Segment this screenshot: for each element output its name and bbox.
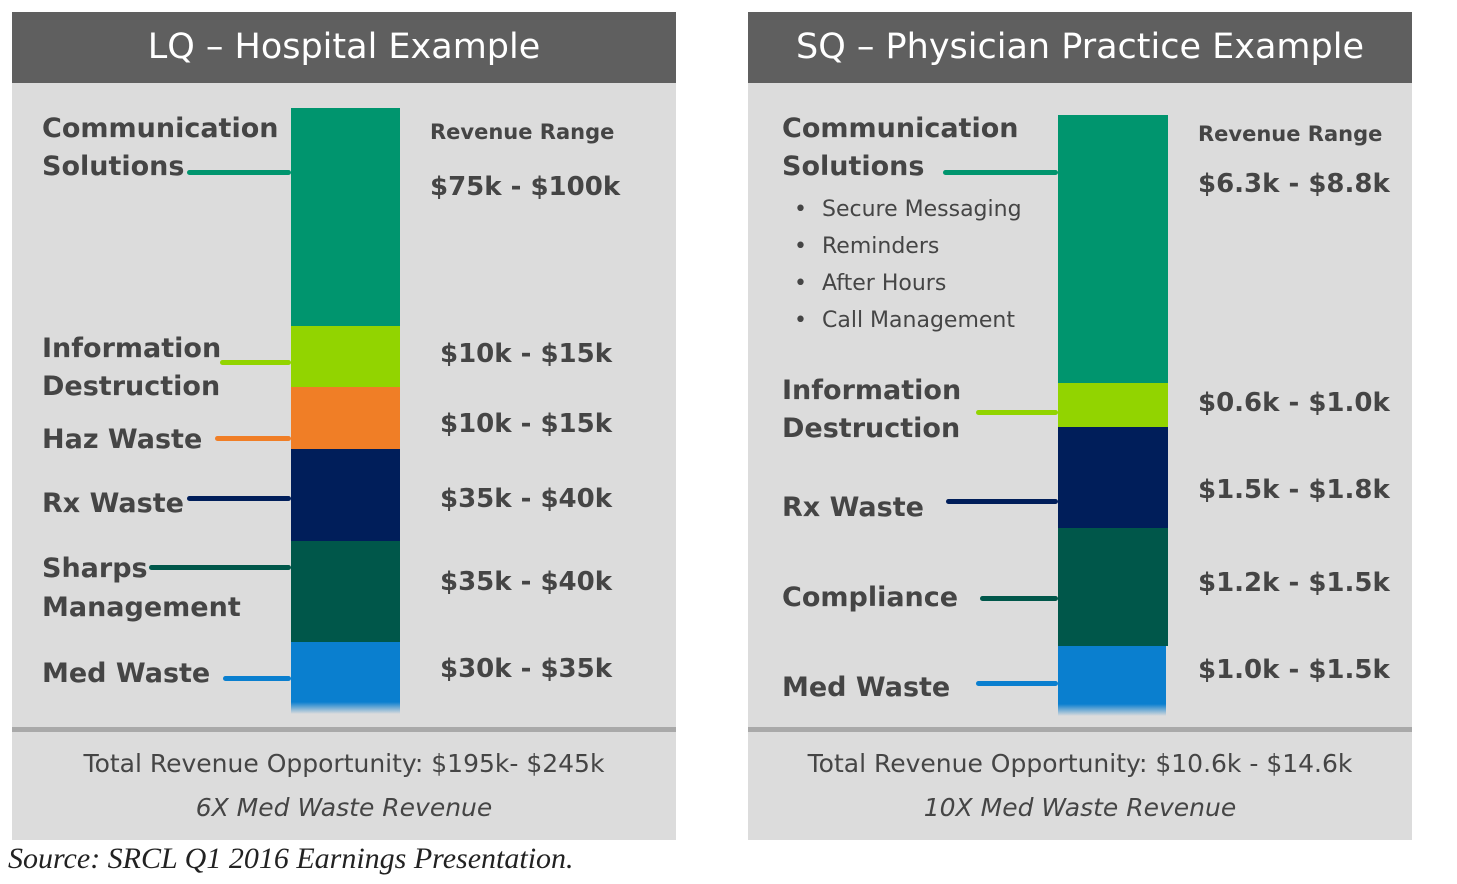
lq-label-communication-line1: Communication: [42, 113, 279, 144]
sq-label-info-line1: Information: [782, 375, 962, 406]
lq-connector-haz: [215, 436, 291, 441]
sq-connector-communication: [943, 170, 1058, 175]
sq-title: SQ – Physician Practice Example: [748, 12, 1412, 83]
sq-segment-info-destruction: [1058, 383, 1168, 427]
sq-connector-rx: [946, 499, 1058, 504]
lq-label-sharps-line1: Sharps: [42, 553, 148, 584]
sq-revenue-compliance: $1.2k - $1.5k: [1198, 568, 1390, 598]
lq-segment-rx-waste: [291, 449, 400, 541]
sq-bullet-item: • Secure Messaging: [794, 197, 1022, 222]
sq-revenue-communication: $6.3k - $8.8k: [1198, 169, 1390, 199]
sq-bullet-item: • After Hours: [794, 271, 947, 296]
sq-bullet-item: • Call Management: [794, 308, 1015, 333]
sq-connector-info: [976, 410, 1058, 415]
sq-segment-compliance: [1058, 528, 1168, 646]
lq-segment-info-destruction: [291, 326, 400, 387]
lq-connector-rx: [187, 496, 291, 501]
lq-total-revenue: Total Revenue Opportunity: $195k- $245k: [83, 749, 605, 778]
lq-label-haz-waste: Haz Waste: [42, 424, 203, 455]
sq-revenue-med: $1.0k - $1.5k: [1198, 655, 1390, 685]
sq-multiple: 10X Med Waste Revenue: [923, 793, 1237, 822]
sq-label-compliance: Compliance: [782, 582, 959, 613]
sq-total-revenue: Total Revenue Opportunity: $10.6k - $14.…: [807, 749, 1353, 778]
lq-revenue-haz: $10k - $15k: [440, 409, 613, 439]
sq-label-communication-line2: Solutions: [782, 151, 925, 182]
sq-connector-med: [976, 681, 1058, 686]
lq-label-communication-line2: Solutions: [42, 151, 185, 182]
sq-bullet-item: • Reminders: [794, 234, 940, 259]
sq-segment-communication: [1058, 115, 1168, 383]
lq-label-med-waste: Med Waste: [42, 658, 211, 689]
lq-connector-info: [220, 360, 291, 365]
lq-label-info-line1: Information: [42, 333, 222, 364]
lq-divider: [12, 727, 676, 732]
sq-segment-med-waste: [1058, 646, 1166, 704]
sq-panel: SQ – Physician Practice Example Communic…: [748, 12, 1412, 840]
lq-panel: LQ – Hospital Example Communication Solu…: [12, 12, 676, 840]
lq-bar-shadow: [291, 702, 400, 714]
lq-label-info-line2: Destruction: [42, 371, 221, 402]
lq-segment-communication: [291, 108, 400, 326]
lq-revenue-sharps: $35k - $40k: [440, 567, 613, 597]
sq-label-med-waste: Med Waste: [782, 672, 951, 703]
lq-connector-communication: [187, 170, 291, 175]
lq-connector-sharps: [149, 565, 291, 570]
sq-connector-compliance: [980, 596, 1058, 601]
sq-label-info-line2: Destruction: [782, 413, 961, 444]
lq-segment-haz-waste: [291, 387, 400, 449]
lq-multiple: 6X Med Waste Revenue: [195, 793, 493, 822]
lq-revenue-med: $30k - $35k: [440, 654, 613, 684]
lq-label-sharps-line2: Management: [42, 592, 241, 623]
sq-bar-shadow: [1058, 704, 1166, 716]
lq-revenue-header: Revenue Range: [430, 120, 615, 144]
lq-revenue-communication: $75k - $100k: [430, 172, 621, 202]
sq-revenue-header: Revenue Range: [1198, 122, 1383, 146]
sq-label-communication-line1: Communication: [782, 113, 1019, 144]
sq-label-rx-waste: Rx Waste: [782, 492, 924, 523]
sq-revenue-info: $0.6k - $1.0k: [1198, 388, 1390, 418]
sq-segment-rx-waste: [1058, 427, 1168, 528]
source-caption: Source: SRCL Q1 2016 Earnings Presentati…: [8, 842, 574, 875]
lq-label-rx-waste: Rx Waste: [42, 488, 184, 519]
sq-divider: [748, 727, 1412, 732]
sq-communication-bullets: • Secure Messaging • Reminders • After Hour…: [794, 191, 1022, 339]
lq-revenue-info: $10k - $15k: [440, 339, 613, 369]
lq-segment-sharps: [291, 541, 400, 642]
lq-title: LQ – Hospital Example: [12, 12, 676, 83]
lq-connector-med: [223, 676, 291, 681]
sq-revenue-rx: $1.5k - $1.8k: [1198, 475, 1390, 505]
lq-segment-med-waste: [291, 642, 400, 702]
lq-revenue-rx: $35k - $40k: [440, 484, 613, 514]
